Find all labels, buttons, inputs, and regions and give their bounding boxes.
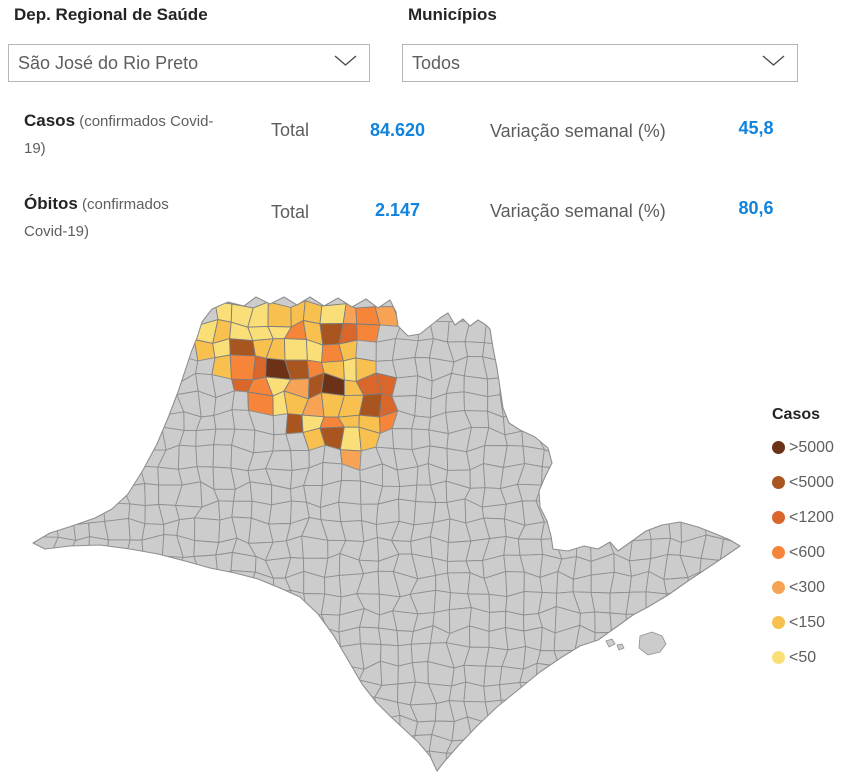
legend-items: >5000 <5000 <1200 <600 <300 <150 <50 bbox=[772, 430, 862, 675]
legend-label: <1200 bbox=[789, 508, 834, 526]
obitos-metric-label: Óbitos (confirmados Covid-19) bbox=[24, 189, 216, 245]
legend-item[interactable]: <600 bbox=[772, 535, 862, 570]
municipios-dropdown-value: Todos bbox=[412, 52, 461, 73]
legend-item[interactable]: <50 bbox=[772, 640, 862, 675]
legend-label: <5000 bbox=[789, 473, 834, 491]
legend-swatch-icon bbox=[772, 441, 785, 454]
municipios-dropdown[interactable]: Todos bbox=[402, 44, 798, 82]
obitos-metric-rest: (confirmados Covid-19) bbox=[24, 196, 169, 240]
legend-swatch-icon bbox=[772, 616, 785, 629]
island-shape bbox=[605, 638, 616, 648]
legend-swatch-icon bbox=[772, 581, 785, 594]
drs-dropdown-value: São José do Rio Preto bbox=[18, 52, 199, 73]
legend-title: Casos bbox=[772, 406, 821, 423]
legend-swatch-icon bbox=[772, 476, 785, 489]
legend-label: >5000 bbox=[789, 438, 834, 456]
legend-swatch-icon bbox=[772, 511, 785, 524]
casos-metric-bold: Casos bbox=[24, 111, 76, 130]
legend-label: <150 bbox=[789, 613, 826, 631]
legend-label: <50 bbox=[789, 648, 817, 666]
obitos-total-value: 2.147 bbox=[374, 200, 421, 220]
casos-variation-value: 45,8 bbox=[738, 118, 774, 138]
casos-total-value: 84.620 bbox=[369, 120, 426, 140]
obitos-variation-value: 80,6 bbox=[738, 198, 774, 218]
island-shape bbox=[638, 631, 667, 656]
chevron-down-icon[interactable] bbox=[762, 54, 785, 72]
map-legend: Casos >5000 <5000 <1200 <600 <300 <150 <50 bbox=[772, 406, 862, 675]
legend-item[interactable]: <300 bbox=[772, 570, 862, 605]
legend-label: <600 bbox=[789, 543, 826, 561]
municipios-slicer-title: Municípios bbox=[408, 5, 497, 24]
sao-paulo-choropleth-map[interactable] bbox=[0, 285, 760, 779]
casos-total-label: Total bbox=[271, 120, 310, 140]
legend-label: <300 bbox=[789, 578, 826, 596]
casos-variation-label: Variação semanal (%) bbox=[490, 121, 666, 141]
legend-item[interactable]: <1200 bbox=[772, 500, 862, 535]
casos-metric-label: Casos (confirmados Covid-19) bbox=[24, 106, 216, 162]
legend-swatch-icon bbox=[772, 546, 785, 559]
drs-dropdown[interactable]: São José do Rio Preto bbox=[8, 44, 370, 82]
legend-item[interactable]: <5000 bbox=[772, 465, 862, 500]
legend-swatch-icon bbox=[772, 651, 785, 664]
drs-slicer-title: Dep. Regional de Saúde bbox=[14, 5, 208, 24]
island-shape bbox=[616, 643, 625, 651]
casos-metric-rest: (confirmados Covid-19) bbox=[24, 113, 214, 157]
legend-item[interactable]: >5000 bbox=[772, 430, 862, 465]
obitos-metric-bold: Óbitos bbox=[24, 194, 78, 213]
chevron-down-icon[interactable] bbox=[334, 54, 357, 72]
obitos-variation-label: Variação semanal (%) bbox=[490, 201, 666, 221]
obitos-total-label: Total bbox=[271, 202, 310, 222]
legend-item[interactable]: <150 bbox=[772, 605, 862, 640]
